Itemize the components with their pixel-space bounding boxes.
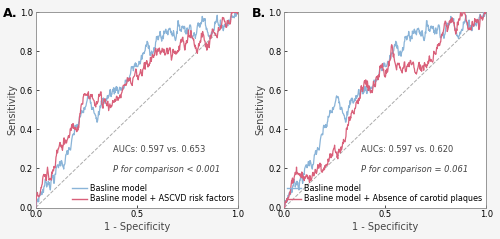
Text: P for comparison = 0.061: P for comparison = 0.061: [361, 165, 469, 174]
Legend: Basline model, Basline model + ASCVD risk factors: Basline model, Basline model + ASCVD ris…: [72, 184, 234, 203]
Text: P for comparison < 0.001: P for comparison < 0.001: [112, 165, 220, 174]
Text: AUCs: 0.597 vs. 0.620: AUCs: 0.597 vs. 0.620: [361, 145, 454, 154]
Y-axis label: Sensitivity: Sensitivity: [7, 84, 17, 136]
Text: AUCs: 0.597 vs. 0.653: AUCs: 0.597 vs. 0.653: [112, 145, 205, 154]
Text: B.: B.: [252, 7, 266, 20]
X-axis label: 1 - Specificity: 1 - Specificity: [352, 222, 418, 232]
Legend: Basline model, Basline model + Absence of carotid plaques: Basline model, Basline model + Absence o…: [286, 184, 482, 203]
Y-axis label: Sensitivity: Sensitivity: [256, 84, 266, 136]
X-axis label: 1 - Specificity: 1 - Specificity: [104, 222, 170, 232]
Text: A.: A.: [4, 7, 18, 20]
